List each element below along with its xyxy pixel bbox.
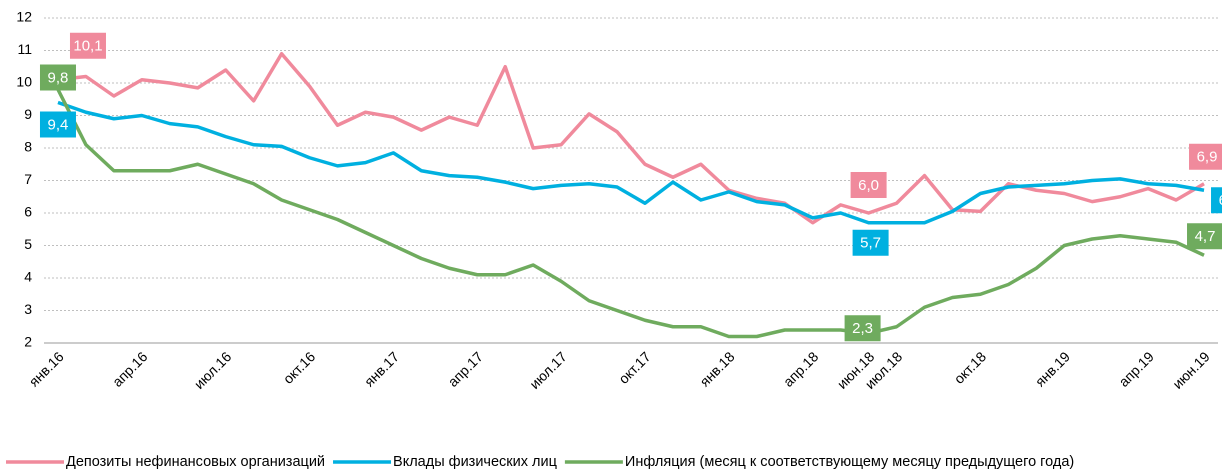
label-box [1187,223,1222,250]
x-tick-label: окт.18 [951,348,990,387]
x-tick-label: янв.18 [696,348,737,389]
x-tick-label: июл.16 [191,348,235,392]
data-label: 6,9 [1197,149,1218,166]
y-tick-label: 12 [16,9,32,25]
data-label: 4,7 [1195,228,1216,245]
y-tick-label: 4 [24,269,32,285]
label-box [852,229,889,256]
label-box [850,172,887,198]
y-tick-label: 7 [24,171,32,187]
label-box [39,64,76,91]
data-label: 2,3 [852,320,873,337]
legend-label: Вклады физических лиц [393,454,557,470]
x-tick-label: окт.16 [280,348,319,387]
x-tick-label: янв.19 [1032,348,1073,389]
label-box [1189,143,1222,170]
series-line [56,88,1205,339]
x-tick-label: янв.17 [361,348,402,389]
legend-label: Депозиты нефинансовых организаций [66,454,325,470]
data-label: 5,7 [860,235,881,252]
series-line [57,100,1205,225]
y-tick-label: 9 [24,106,32,122]
label-box [844,315,881,342]
y-tick-label: 5 [24,236,32,252]
data-label: 6,0 [858,177,879,194]
data-label: 6,7 [1219,192,1222,209]
y-tick-label: 11 [17,41,32,57]
series-line [57,52,1205,225]
label-box [1211,187,1222,214]
x-tick-label: апр.16 [109,348,151,390]
x-tick-label: июн.19 [1169,348,1213,392]
data-label: 9,4 [48,116,69,133]
y-tick-label: 3 [24,301,32,317]
y-tick-label: 8 [24,139,32,155]
y-tick-label: 10 [16,74,32,90]
data-label: 10,1 [73,38,102,55]
y-tick-label: 2 [24,334,32,350]
x-tick-label: янв.16 [26,348,67,389]
x-tick-label: июл.17 [526,348,570,392]
legend-label: Инфляция (месяц к соответствующему месяц… [625,454,1074,470]
y-tick-label: 6 [24,204,32,220]
x-tick-label: окт.17 [615,348,654,387]
x-tick-label: апр.19 [1115,348,1157,390]
x-tick-label: апр.18 [780,348,822,390]
label-box [39,111,76,138]
label-box [69,32,106,59]
data-label: 9,8 [48,69,69,86]
x-tick-label: апр.17 [445,348,487,390]
